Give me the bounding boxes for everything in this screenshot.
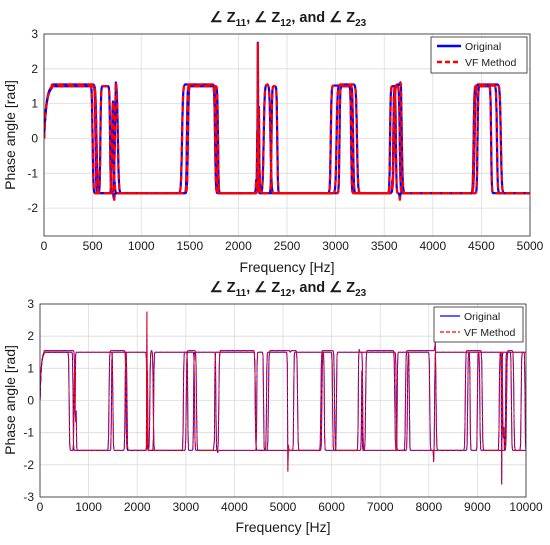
top-chart-y-tick-label: -1 [27, 166, 38, 180]
top-chart-x-tick-label: 1000 [128, 239, 155, 253]
bottom-chart-x-tick-label: 7000 [367, 500, 394, 514]
bottom-chart-y-tick-label: 3 [27, 297, 34, 311]
top-chart-x-tick-label: 3000 [322, 239, 349, 253]
top-chart-series [44, 41, 530, 201]
top-chart-y-axis-label: Phase angle [rad] [2, 80, 18, 190]
bottom-chart-x-tick-label: 0 [37, 500, 44, 514]
top-chart-frame [43, 33, 531, 237]
top-chart-y-tick-label: 0 [31, 131, 38, 145]
top-chart-x-tick-label: 4000 [419, 239, 446, 253]
bottom-chart-legend-vf-label: VF Method [464, 327, 516, 339]
top-chart-x-ticks: 0 500 1000 1500 2000 2500 3000 3500 4000 4500 5000 [41, 239, 544, 253]
top-chart-x-tick-label: 4500 [468, 239, 495, 253]
top-chart-x-tick-label: 500 [83, 239, 103, 253]
bottom-chart-y-axis-label: Phase angle [rad] [2, 345, 18, 455]
bottom-chart-legend: Original VF Method [433, 306, 524, 343]
top-chart-legend-box [430, 36, 528, 74]
bottom-chart: ∠ Z11, ∠ Z12, and ∠ Z23 0 1000 2000 3000 400… [2, 280, 543, 535]
top-chart-y-ticks: -2 -1 0 1 2 3 [27, 27, 38, 215]
top-chart-plot-area [44, 41, 530, 201]
top-chart-legend: Original VF Method [430, 36, 528, 74]
bottom-chart-x-tick-label: 2000 [124, 500, 151, 514]
bottom-chart-legend-original-label: Original [464, 311, 500, 323]
bottom-chart-series [40, 311, 526, 485]
top-chart-y-tick-label: 2 [31, 62, 38, 76]
bottom-chart-plot-area [40, 311, 526, 485]
bottom-chart-series-vf-method-line [40, 341, 526, 451]
top-chart-y-tick-label: -2 [27, 201, 38, 215]
bottom-chart-legend-box [433, 306, 524, 343]
bottom-chart-y-ticks: -3 -2 -1 0 1 2 3 [23, 297, 34, 504]
bottom-chart-x-tick-label: 8000 [415, 500, 442, 514]
bottom-chart-x-tick-label: 4000 [221, 500, 248, 514]
bottom-chart-title: ∠ Z11, ∠ Z12, and ∠ Z23 [210, 280, 367, 299]
top-chart-series-vf-method-line [44, 81, 530, 195]
top-chart-x-tick-label: 1500 [176, 239, 203, 253]
bottom-chart-frame [39, 303, 527, 498]
top-chart-x-tick-label: 5000 [517, 239, 544, 253]
bottom-chart-x-ticks: 0 1000 2000 3000 4000 5000 6000 7000 8000 9000 100… [37, 500, 543, 514]
top-chart-y-tick-label: 1 [31, 97, 38, 111]
bottom-chart-x-axis-label: Frequency [Hz] [236, 519, 331, 535]
top-chart-title: ∠ Z11, ∠ Z12, and ∠ Z23 [210, 10, 367, 29]
top-chart-x-axis-label: Frequency [Hz] [240, 259, 335, 275]
bottom-chart-y-tick-label: 1 [27, 361, 34, 375]
bottom-chart-y-tick-label: -3 [23, 490, 34, 504]
bottom-chart-x-tick-label: 3000 [172, 500, 199, 514]
bottom-chart-x-tick-label: 10000 [509, 500, 543, 514]
bottom-chart-y-tick-label: 2 [27, 329, 34, 343]
bottom-chart-series-vf-method-line [40, 311, 526, 463]
bottom-chart-x-tick-label: 9000 [464, 500, 491, 514]
top-chart-legend-vf-label: VF Method [465, 57, 517, 69]
bottom-chart-x-tick-label: 6000 [318, 500, 345, 514]
bottom-chart-y-tick-label: -1 [23, 426, 34, 440]
top-chart-legend-original-label: Original [465, 41, 501, 53]
top-chart: ∠ Z11, ∠ Z12, and ∠ Z23 0 500 1000 1500 2000… [2, 10, 544, 275]
top-chart-y-tick-label: 3 [31, 27, 38, 41]
top-chart-x-tick-label: 3500 [371, 239, 398, 253]
top-chart-x-tick-label: 2500 [274, 239, 301, 253]
bottom-chart-y-tick-label: 0 [27, 394, 34, 408]
bottom-chart-x-tick-label: 1000 [75, 500, 102, 514]
bottom-chart-x-tick-label: 5000 [270, 500, 297, 514]
top-chart-x-tick-label: 0 [41, 239, 48, 253]
top-chart-x-tick-label: 2000 [225, 239, 252, 253]
bottom-chart-y-tick-label: -2 [23, 458, 34, 472]
